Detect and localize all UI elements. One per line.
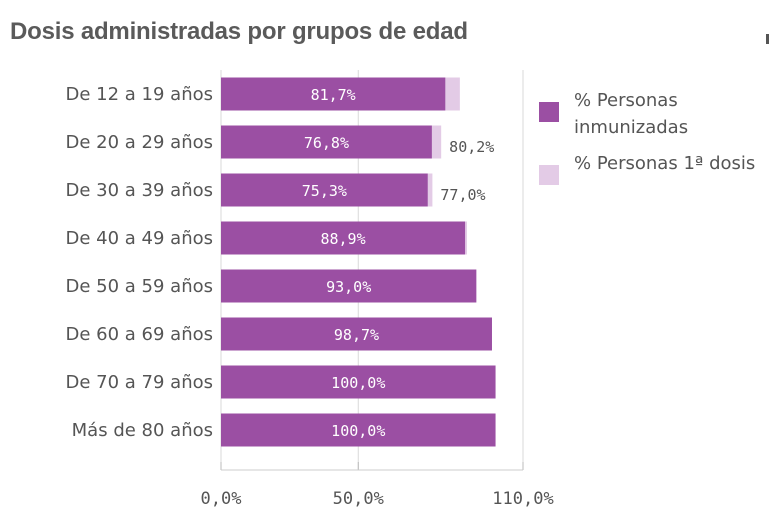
bar-inmunizadas <box>221 413 496 447</box>
category-label: De 12 a 19 años <box>66 84 214 105</box>
bar-inmunizadas <box>221 221 466 255</box>
category-label: De 50 a 59 años <box>66 276 214 297</box>
data-label-primera-dosis: 77,0% <box>440 186 485 204</box>
category-label: De 40 a 49 años <box>66 228 214 249</box>
data-label-inmunizadas: 76,8% <box>304 134 349 152</box>
data-label-inmunizadas: 88,9% <box>320 230 365 248</box>
data-label-inmunizadas: 100,0% <box>331 374 385 392</box>
data-label-inmunizadas: 98,7% <box>334 326 379 344</box>
data-label-inmunizadas: 93,0% <box>326 278 371 296</box>
bar-inmunizadas <box>221 365 496 399</box>
category-label: Más de 80 años <box>72 420 213 441</box>
bar-inmunizadas <box>221 125 432 159</box>
data-label-inmunizadas: 81,7% <box>311 86 356 104</box>
bar-inmunizadas <box>221 77 446 111</box>
category-label: De 20 a 29 años <box>66 132 214 153</box>
bar-inmunizadas <box>221 269 477 303</box>
x-tick-label: 110,0% <box>492 489 553 509</box>
legend-label: % Personas 1ª dosis <box>574 153 755 174</box>
legend-swatch <box>539 102 559 122</box>
data-label-inmunizadas: 100,0% <box>331 422 385 440</box>
category-label: De 60 a 69 años <box>66 324 214 345</box>
bar-inmunizadas <box>221 173 428 207</box>
category-label: De 30 a 39 años <box>66 180 214 201</box>
legend-swatch <box>539 165 559 185</box>
corner-mark <box>766 34 769 44</box>
x-tick-label: 0,0% <box>201 489 242 509</box>
category-label: De 70 a 79 años <box>66 372 214 393</box>
chart-title: Dosis administradas por grupos de edad <box>10 18 468 45</box>
legend-label: % Personas <box>574 90 678 111</box>
data-label-inmunizadas: 75,3% <box>302 182 347 200</box>
legend-label: inmunizadas <box>574 117 688 138</box>
bar-inmunizadas <box>221 317 492 351</box>
x-tick-label: 50,0% <box>333 489 384 509</box>
data-label-primera-dosis: 80,2% <box>449 138 494 156</box>
